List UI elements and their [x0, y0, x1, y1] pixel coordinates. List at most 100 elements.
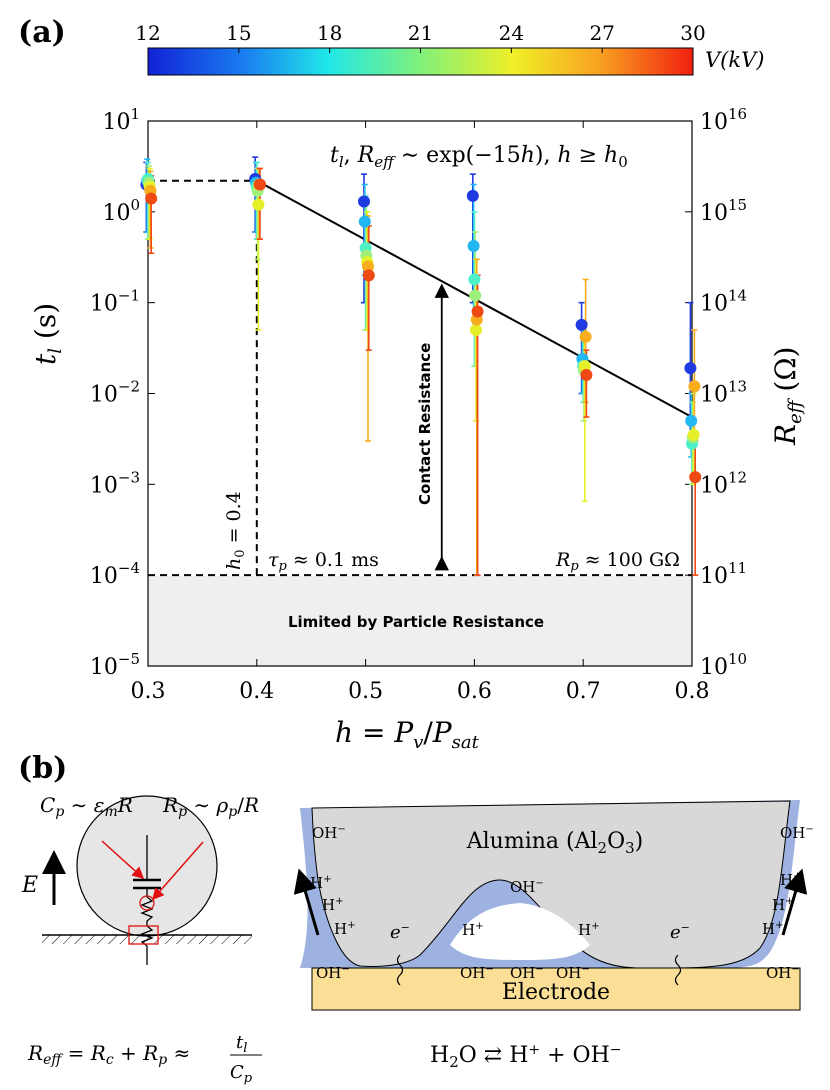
- reaction-equation: H2O ⇄ H+ + OH−: [430, 1042, 622, 1071]
- contact-schematic: [293, 800, 808, 1011]
- particle-circuit-diagram: [42, 795, 252, 965]
- data-point: [684, 362, 697, 375]
- cp-pointer-arrow: [101, 840, 145, 880]
- y-tick-label: 10−3: [90, 468, 140, 498]
- colorbar-tick-label: 27: [589, 21, 614, 45]
- y-tick-label-right: 1015: [700, 196, 747, 226]
- data-point: [362, 269, 375, 282]
- colorbar-tick-label: 18: [317, 21, 342, 45]
- particle-resistance-label: Limited by Particle Resistance: [288, 613, 544, 631]
- electron-path-right: [674, 954, 682, 986]
- colorbar-tick-label: 30: [680, 21, 705, 45]
- data-point: [254, 178, 266, 191]
- y-tick-label: 10−4: [90, 559, 140, 589]
- data-point: [362, 260, 374, 273]
- data-point: [470, 324, 482, 337]
- svg-text:OH−: OH−: [510, 878, 544, 896]
- x-tick-label: 0.8: [675, 679, 710, 704]
- rp-annotation: Rp ≈ 100 GΩ: [555, 549, 680, 574]
- data-point: [575, 318, 588, 331]
- data-point: [688, 380, 701, 393]
- data-point: [358, 215, 371, 228]
- reff-frac-den: Cp: [230, 1062, 253, 1086]
- y-axis-label-right: Reff (Ω): [769, 347, 806, 446]
- y-tick-label: 100: [102, 196, 140, 226]
- data-point: [687, 428, 700, 441]
- y-tick-label-right: 1013: [700, 378, 747, 408]
- colorbar-tick-label: 24: [499, 21, 524, 45]
- y-tick-label: 10−5: [90, 650, 140, 680]
- colorbar-tick-label: 21: [408, 21, 433, 45]
- x-tick-label: 0.7: [566, 679, 601, 704]
- x-tick-label: 0.5: [348, 679, 383, 704]
- particle-limit-region: [148, 576, 692, 666]
- colorbar-tick-label: 15: [226, 21, 251, 45]
- contact-resistor: [140, 925, 154, 965]
- proton-arrow-right: [781, 868, 808, 936]
- data-point: [579, 330, 592, 343]
- x-tick-label: 0.4: [239, 679, 274, 704]
- y-tick-label-right: 1014: [700, 287, 747, 317]
- svg-text:OH−: OH−: [316, 964, 350, 982]
- ion-labels: OH− H+ H+ H+ OH− OH− H+ H+ OH− OH− OH− O…: [310, 824, 814, 982]
- particle-resistor: [140, 896, 154, 926]
- data-point: [252, 198, 265, 211]
- data-point: [468, 273, 481, 286]
- data-point: [469, 289, 482, 302]
- svg-text:OH−: OH−: [312, 824, 346, 842]
- plot-area: 0.3 0.4 0.5 0.6 0.7 0.8 101 1016 100 1015 10−1 1014…: [90, 105, 747, 704]
- e-field-label: E: [21, 873, 38, 898]
- alumina-label: Alumina (Al2O3): [466, 829, 644, 857]
- data-point: [689, 471, 702, 484]
- y-tick-label-right: 1010: [700, 650, 747, 680]
- data-point: [358, 195, 370, 208]
- electron-path-left: [396, 954, 404, 986]
- data-point: [466, 189, 479, 202]
- rp-pointer-arrow: [152, 841, 204, 901]
- h0-annotation: h0 = 0.4: [223, 491, 248, 570]
- tau-p-annotation: τp ≈ 0.1 ms: [268, 549, 379, 574]
- rp-equation: Rp ∼ ρp/R: [162, 793, 259, 820]
- svg-text:OH−: OH−: [766, 964, 800, 982]
- fit-annotation: tl, Reff ∼ exp(−15h), h ≥ h0: [330, 143, 628, 171]
- y-tick-label-right: 1011: [700, 559, 747, 589]
- y-tick-label: 10−2: [90, 378, 140, 408]
- panel-a-label: (a): [18, 15, 66, 50]
- reff-frac-num: tl: [236, 1032, 247, 1056]
- reff-equation: Reff = Rc + Rp ≈: [27, 1041, 190, 1068]
- y-axis-label: tl (s): [29, 303, 66, 365]
- particle-resistance-highlight: [139, 895, 155, 911]
- proton-arrow-left: [293, 868, 320, 936]
- axis-ticks: 0.3 0.4 0.5 0.6 0.7 0.8 101 1016 100 1015 10−1 1014…: [90, 105, 747, 704]
- svg-text:H+: H+: [762, 920, 783, 938]
- water-gap: [450, 903, 590, 960]
- contact-highlight: [128, 925, 159, 945]
- x-tick-label: 0.6: [457, 679, 492, 704]
- x-tick-label: 0.3: [131, 679, 166, 704]
- y-tick-label: 10−1: [90, 287, 140, 317]
- panel-b-label: (b): [18, 751, 67, 786]
- data-point: [471, 305, 484, 318]
- data-point: [145, 192, 158, 205]
- alumina-particle: [311, 800, 791, 969]
- data-point: [467, 240, 480, 253]
- y-tick-label-right: 1012: [700, 468, 747, 498]
- svg-text:OH−: OH−: [780, 824, 814, 842]
- svg-text:OH−: OH−: [510, 964, 544, 982]
- colorbar-label: V(kV): [705, 48, 764, 72]
- y-tick-label-right: 1016: [700, 105, 747, 135]
- data-point: [685, 414, 698, 427]
- electrode-label: Electrode: [502, 980, 610, 1005]
- colorbar: 12 15 18 21 24 27 30 V(kV): [135, 21, 764, 76]
- svg-text:OH−: OH−: [556, 964, 590, 982]
- contact-resistance-label: Contact Resistance: [416, 343, 434, 505]
- electrode: [311, 967, 801, 1011]
- data-point: [580, 368, 593, 381]
- x-axis-label: h = Pv/Psat: [335, 716, 480, 753]
- colorbar-ticks: 12 15 18 21 24 27 30: [135, 21, 706, 53]
- colorbar-tick-label: 12: [135, 21, 160, 45]
- svg-text:OH−: OH−: [460, 964, 494, 982]
- data-points: [140, 172, 702, 484]
- y-tick-label: 101: [102, 105, 140, 135]
